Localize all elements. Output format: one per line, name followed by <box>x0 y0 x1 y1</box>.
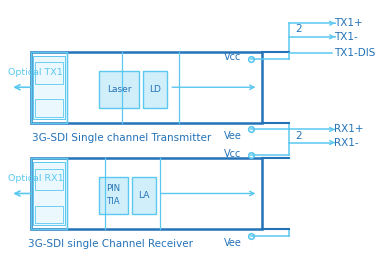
Text: LD: LD <box>149 85 161 94</box>
Bar <box>99 177 128 214</box>
Text: LA: LA <box>138 191 149 200</box>
Bar <box>35 169 63 190</box>
Text: Vcc: Vcc <box>224 149 241 159</box>
Bar <box>35 63 63 84</box>
Bar <box>31 52 262 123</box>
Bar <box>143 71 168 108</box>
Text: PIN: PIN <box>106 184 121 193</box>
Text: Optical TX1: Optical TX1 <box>9 68 63 77</box>
Bar <box>31 158 67 229</box>
Bar <box>99 71 139 108</box>
Bar <box>35 206 63 224</box>
Bar <box>99 71 139 108</box>
Bar <box>33 162 65 225</box>
Text: Vee: Vee <box>223 131 241 141</box>
Bar <box>35 100 63 117</box>
Text: Optical RX1: Optical RX1 <box>9 174 64 183</box>
Text: TX1+: TX1+ <box>334 18 363 28</box>
Text: 2: 2 <box>295 24 302 34</box>
Text: 3G-SDI single Channel Receiver: 3G-SDI single Channel Receiver <box>28 239 193 249</box>
Bar <box>33 56 65 118</box>
Bar <box>31 158 262 229</box>
Text: Vee: Vee <box>223 237 241 247</box>
Bar <box>99 177 128 214</box>
Text: TX1-: TX1- <box>334 32 358 42</box>
Bar <box>132 177 156 214</box>
Text: TX1-DIS: TX1-DIS <box>334 48 376 58</box>
Bar <box>132 177 156 214</box>
Text: Laser: Laser <box>107 85 132 94</box>
Text: TIA: TIA <box>107 197 120 206</box>
Text: 3G-SDI Single channel Transmitter: 3G-SDI Single channel Transmitter <box>33 133 212 143</box>
Bar <box>33 56 65 118</box>
Text: RX1+: RX1+ <box>334 125 364 135</box>
Bar <box>143 71 168 108</box>
Bar <box>33 162 65 225</box>
Bar <box>31 52 67 123</box>
Text: Vcc: Vcc <box>224 52 241 62</box>
Text: RX1-: RX1- <box>334 138 359 148</box>
Text: 2: 2 <box>295 131 302 141</box>
